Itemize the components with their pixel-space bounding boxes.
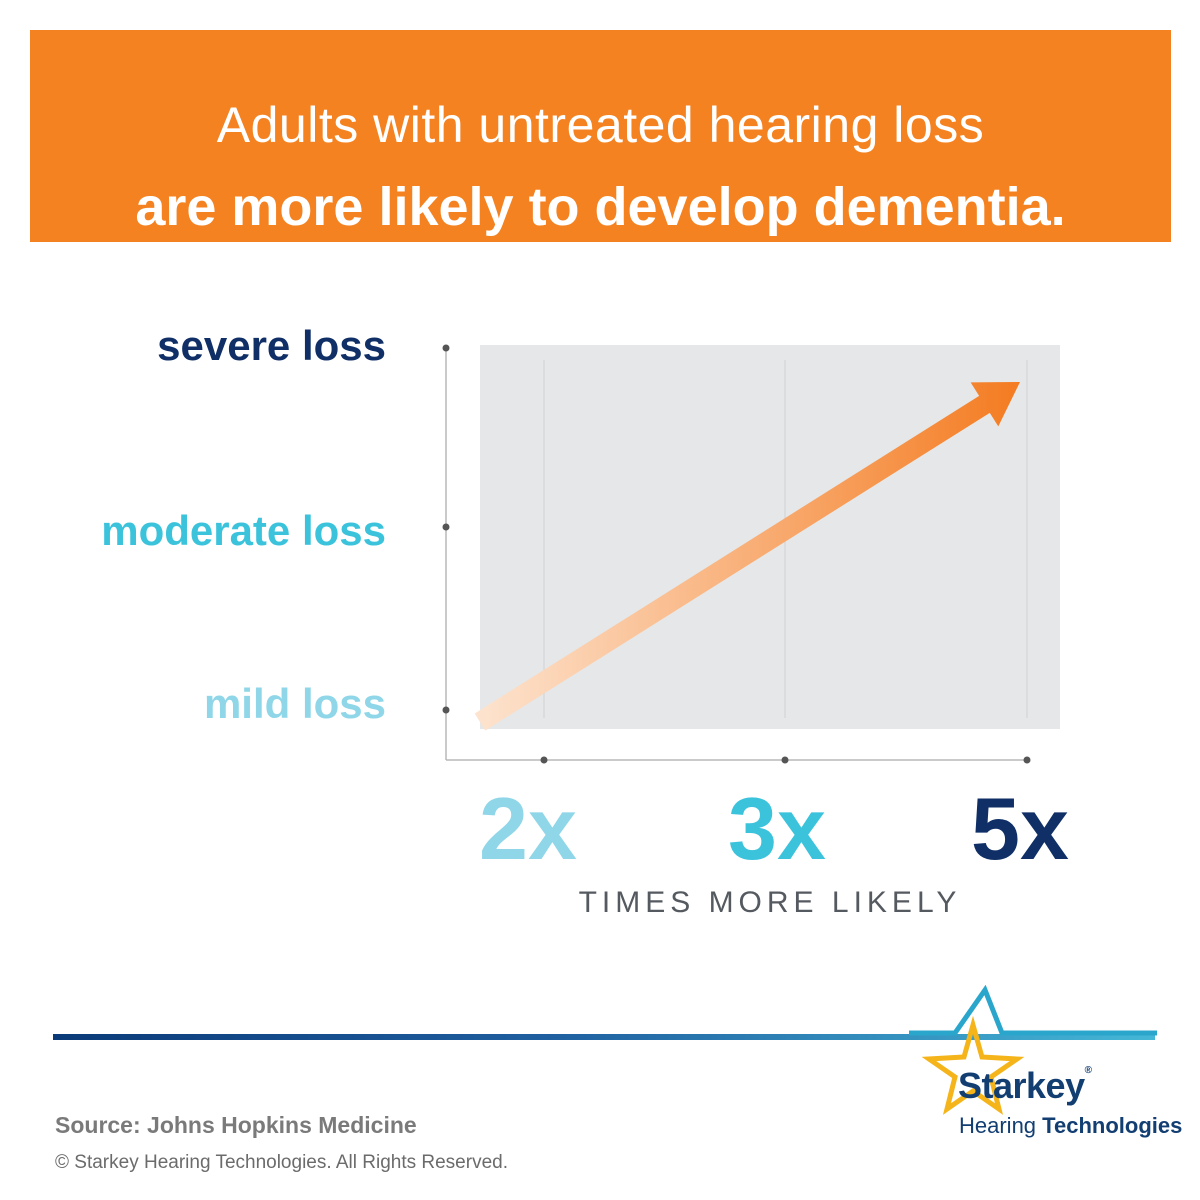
x-axis-title: TIMES MORE LIKELY — [578, 886, 962, 919]
y-tick-label-mild: mild loss — [203, 680, 386, 727]
source-text: Source: Johns Hopkins Medicine — [55, 1112, 417, 1138]
chart-canvas — [442, 344, 1060, 764]
copyright-text: © Starkey Hearing Technologies. All Righ… — [55, 1152, 508, 1173]
y-tick-dot-1 — [442, 523, 450, 531]
divider-rule — [53, 1034, 1155, 1040]
trend-arrow — [474, 382, 1020, 731]
x-tick-dot-2 — [1023, 756, 1031, 764]
y-tick-label-moderate: moderate loss — [101, 507, 386, 554]
y-tick-dot-0 — [442, 706, 450, 714]
y-tick-label-severe: severe loss — [157, 322, 386, 369]
header-banner: Adults with untreated hearing loss are m… — [30, 30, 1171, 242]
star-icon — [909, 985, 1157, 1115]
x-tick-dot-1 — [781, 756, 789, 764]
logo-subtitle: Hearing Technologies — [959, 1113, 1183, 1138]
x-tick-label-2x: 2x — [479, 779, 577, 878]
y-tick-dot-2 — [442, 344, 450, 352]
headline-line-1: Adults with untreated hearing loss — [216, 97, 985, 153]
x-tick-label-3x: 3x — [728, 779, 826, 878]
starkey-logo: Starkey® Hearing Technologies — [905, 985, 1182, 1145]
x-tick-label-5x: 5x — [971, 779, 1069, 878]
headline-line-2: are more likely to develop dementia. — [135, 177, 1066, 237]
logo-brand: Starkey® — [958, 1065, 1092, 1106]
x-tick-dot-0 — [540, 756, 548, 764]
